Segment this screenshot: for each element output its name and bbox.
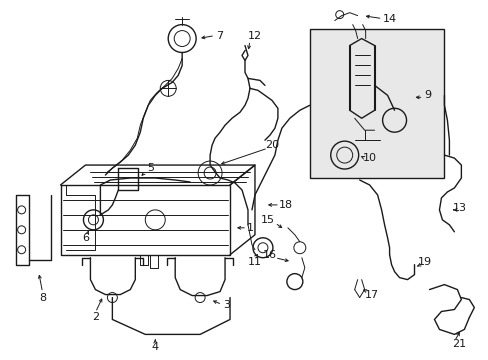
Text: 12: 12 bbox=[247, 31, 262, 41]
Bar bbox=[309, 28, 444, 178]
Text: 18: 18 bbox=[278, 200, 292, 210]
Text: 8: 8 bbox=[39, 293, 46, 302]
Text: 1: 1 bbox=[246, 223, 253, 233]
Text: 4: 4 bbox=[151, 342, 159, 352]
Text: 13: 13 bbox=[451, 203, 466, 213]
Text: 21: 21 bbox=[451, 339, 466, 349]
Text: 3: 3 bbox=[223, 300, 230, 310]
Text: 5: 5 bbox=[146, 163, 153, 173]
Text: 15: 15 bbox=[261, 215, 274, 225]
Text: 6: 6 bbox=[82, 233, 89, 243]
Text: 17: 17 bbox=[364, 289, 378, 300]
Text: 19: 19 bbox=[417, 257, 431, 267]
Text: 16: 16 bbox=[263, 250, 276, 260]
Text: 20: 20 bbox=[264, 140, 279, 150]
Text: 7: 7 bbox=[216, 31, 223, 41]
Text: 10: 10 bbox=[362, 153, 376, 163]
Text: 2: 2 bbox=[92, 312, 99, 323]
Text: 11: 11 bbox=[247, 257, 262, 267]
Text: 14: 14 bbox=[382, 14, 396, 24]
Text: 9: 9 bbox=[423, 90, 430, 100]
